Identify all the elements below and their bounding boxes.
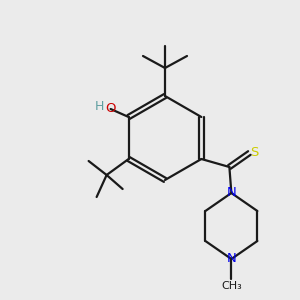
Text: S: S [250,146,259,158]
Text: H: H [95,100,104,112]
Text: CH₃: CH₃ [221,281,242,291]
Text: N: N [226,187,236,200]
Text: N: N [226,253,236,266]
Text: O: O [105,101,116,115]
